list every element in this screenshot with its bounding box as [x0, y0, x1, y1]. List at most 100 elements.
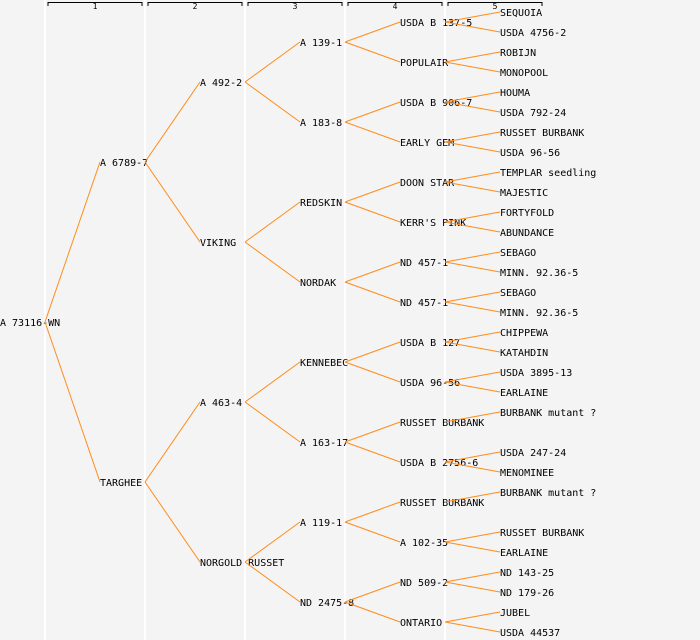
- pedigree-node[interactable]: EARLAINE: [500, 388, 548, 399]
- parent-link: [444, 621, 501, 633]
- pedigree-node[interactable]: RUSSET BURBANK: [500, 528, 584, 539]
- parent-link: [344, 361, 401, 383]
- pedigree-node[interactable]: USDA 247-24: [500, 448, 566, 459]
- parent-link: [444, 341, 501, 353]
- parent-link: [44, 321, 101, 483]
- pedigree-node[interactable]: DOON STAR: [400, 178, 455, 189]
- pedigree-node[interactable]: A 463-4: [200, 398, 242, 409]
- pedigree-node[interactable]: NORGOLD RUSSET: [200, 558, 284, 569]
- pedigree-node[interactable]: TARGHEE: [100, 478, 142, 489]
- pedigree-node[interactable]: A 6789-7: [100, 158, 148, 169]
- parent-link: [244, 81, 301, 123]
- parent-link: [144, 481, 201, 563]
- pedigree-node[interactable]: A 183-8: [300, 118, 342, 129]
- pedigree-node[interactable]: KERR'S PINK: [400, 218, 466, 229]
- pedigree-node[interactable]: TEMPLAR seedling: [500, 168, 596, 179]
- parent-link: [244, 241, 301, 283]
- parent-link: [444, 11, 501, 23]
- generation-bracket: [147, 2, 243, 6]
- pedigree-node[interactable]: A 73116-WN: [0, 318, 60, 329]
- generation-label: 4: [393, 2, 398, 11]
- pedigree-node[interactable]: RUSSET BURBANK: [400, 418, 484, 429]
- pedigree-node[interactable]: USDA B 127: [400, 338, 460, 349]
- pedigree-node[interactable]: EARLY GEM: [400, 138, 454, 149]
- parent-link: [444, 571, 501, 583]
- pedigree-node[interactable]: FORTYFOLD: [500, 208, 554, 219]
- pedigree-node[interactable]: ND 509-2: [400, 578, 448, 589]
- pedigree-node[interactable]: ABUNDANCE: [500, 228, 554, 239]
- parent-link: [444, 221, 501, 233]
- pedigree-node[interactable]: ND 2475-8: [300, 598, 354, 609]
- parent-link: [244, 401, 301, 443]
- pedigree-node[interactable]: KATAHDIN: [500, 348, 548, 359]
- pedigree-node[interactable]: POPULAIR: [400, 58, 449, 69]
- pedigree-node[interactable]: BURBANK mutant ?: [500, 408, 596, 419]
- pedigree-node[interactable]: VIKING: [200, 238, 236, 249]
- pedigree-node[interactable]: RUSSET BURBANK: [400, 498, 484, 509]
- pedigree-node[interactable]: USDA 44537: [500, 628, 560, 639]
- generation-label: 2: [193, 2, 198, 11]
- pedigree-node[interactable]: HOUMA: [500, 88, 530, 99]
- pedigree-node[interactable]: A 102-35: [400, 538, 448, 549]
- generation-bracket: [47, 2, 143, 6]
- parent-link: [444, 451, 501, 463]
- pedigree-node[interactable]: MAJESTIC: [500, 188, 548, 199]
- parent-link: [444, 611, 501, 623]
- pedigree-node[interactable]: REDSKIN: [300, 198, 342, 209]
- parent-link: [344, 441, 401, 463]
- parent-link: [444, 461, 501, 473]
- pedigree-node[interactable]: ROBIJN: [500, 48, 536, 59]
- pedigree-node[interactable]: NORDAK: [300, 278, 336, 289]
- parent-link: [344, 21, 401, 43]
- pedigree-node[interactable]: EARLAINE: [500, 548, 548, 559]
- pedigree-node[interactable]: USDA 3895-13: [500, 368, 572, 379]
- pedigree-node[interactable]: A 139-1: [300, 38, 342, 49]
- pedigree-node[interactable]: A 163-17: [300, 438, 348, 449]
- pedigree-node[interactable]: USDA 792-24: [500, 108, 566, 119]
- parent-link: [344, 581, 401, 603]
- pedigree-node[interactable]: CHIPPEWA: [500, 328, 548, 339]
- pedigree-node[interactable]: ND 457-1: [400, 258, 448, 269]
- parent-link: [244, 521, 301, 563]
- pedigree-node[interactable]: ONTARIO: [400, 618, 442, 629]
- pedigree-node[interactable]: ND 179-26: [500, 588, 554, 599]
- pedigree-node[interactable]: ND 143-25: [500, 568, 554, 579]
- parent-link: [444, 51, 501, 63]
- pedigree-node[interactable]: USDA B 2756-6: [400, 458, 478, 469]
- parent-link: [144, 81, 201, 163]
- parent-link: [444, 141, 501, 153]
- parent-link: [344, 101, 401, 123]
- pedigree-node[interactable]: SEQUOIA: [500, 8, 542, 19]
- parent-link: [344, 501, 401, 523]
- pedigree-node[interactable]: USDA B 137-5: [400, 18, 472, 29]
- pedigree-node[interactable]: USDA B 906-7: [400, 98, 472, 109]
- pedigree-node[interactable]: MINN. 92.36-5: [500, 308, 578, 319]
- parent-link: [344, 181, 401, 203]
- pedigree-node[interactable]: USDA 96-56: [500, 148, 560, 159]
- pedigree-node[interactable]: KENNEBEC: [300, 358, 348, 369]
- pedigree-node[interactable]: SEBAGO: [500, 248, 536, 259]
- parent-link: [344, 601, 401, 623]
- pedigree-node[interactable]: MENOMINEE: [500, 468, 554, 479]
- pedigree-node[interactable]: MINN. 92.36-5: [500, 268, 578, 279]
- parent-link: [444, 491, 501, 503]
- parent-link: [344, 121, 401, 143]
- pedigree-node[interactable]: SEBAGO: [500, 288, 536, 299]
- pedigree-node[interactable]: BURBANK mutant ?: [500, 488, 596, 499]
- pedigree-node[interactable]: A 492-2: [200, 78, 242, 89]
- parent-link: [244, 561, 301, 603]
- generation-bracket: [447, 2, 543, 6]
- pedigree-node[interactable]: MONOPOOL: [500, 68, 548, 79]
- parent-link: [244, 361, 301, 403]
- pedigree-node[interactable]: RUSSET BURBANK: [500, 128, 584, 139]
- parent-link: [444, 371, 501, 383]
- pedigree-node[interactable]: A 119-1: [300, 518, 342, 529]
- pedigree-node[interactable]: USDA 96-56: [400, 378, 460, 389]
- pedigree-node[interactable]: JUBEL: [500, 608, 530, 619]
- pedigree-node[interactable]: ND 457-1: [400, 298, 448, 309]
- generation-label: 1: [93, 2, 98, 11]
- parent-link: [444, 581, 501, 593]
- connector-lines: [44, 11, 501, 633]
- pedigree-node[interactable]: USDA 4756-2: [500, 28, 566, 39]
